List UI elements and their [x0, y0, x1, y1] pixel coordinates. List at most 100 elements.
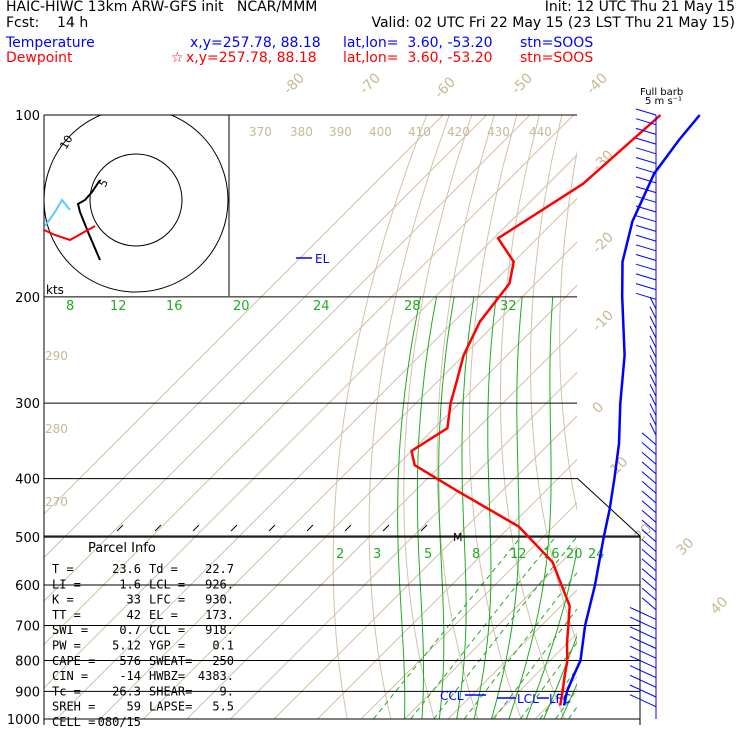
- hodograph-units: kts: [46, 283, 64, 297]
- temperature-legend-latlon: lat,lon= 3.60, -53.20: [343, 35, 493, 51]
- hodograph-trace-black: [76, 179, 101, 261]
- wind-barb: [641, 480, 657, 494]
- parcel-row-label-left: T =: [52, 562, 74, 576]
- isotherm-label: 10: [608, 454, 632, 478]
- moist-adiabat-label: 32: [500, 299, 517, 314]
- mini-barb: [154, 524, 162, 532]
- mixing-ratio-label: 20: [566, 547, 583, 562]
- parcel-row-value-left: 576: [119, 654, 141, 668]
- parcel-row-label-left: TT =: [52, 608, 81, 622]
- parcel-row-label-left: CIN =: [52, 669, 88, 683]
- parcel-row-value-left: 59: [127, 700, 141, 714]
- wind-barb: [649, 393, 657, 407]
- wind-barb: [641, 510, 657, 523]
- wind-barb: [635, 137, 657, 145]
- wind-barb: [641, 461, 657, 475]
- temperature-legend-stn: stn=SOOS: [520, 35, 594, 51]
- wind-barb: [629, 684, 657, 698]
- dry-adiabat: [368, 115, 450, 720]
- header-right: Init: 12 UTC Thu 21 May 15 Valid: 02 UTC…: [371, 0, 735, 31]
- parcel-row-label-right: CCL =: [149, 623, 185, 637]
- wind-barb: [629, 694, 657, 708]
- pressure-tick-label: 200: [15, 291, 40, 306]
- mini-barb: [192, 524, 200, 532]
- moist-adiabat-label: 28: [404, 299, 421, 314]
- mini-barb: [420, 524, 428, 532]
- parcel-row-value-left: 0.7: [119, 623, 141, 637]
- wind-barb: [629, 645, 657, 659]
- temperature-legend-label: Temperature: [6, 35, 95, 51]
- parcel-row-label-right: EL =: [149, 608, 178, 622]
- parcel-row-value-right: 5.5: [212, 700, 234, 714]
- wind-barb: [635, 273, 657, 281]
- isotherm-label: -20: [590, 229, 617, 256]
- dry-adiabat: [500, 115, 566, 720]
- lcl-label: LCL: [517, 692, 539, 706]
- wind-barb: [635, 195, 657, 203]
- temperature-line: [562, 114, 701, 706]
- pressure-tick-label: 900: [15, 685, 40, 700]
- mixing-ratio-line: [463, 571, 577, 720]
- moist-adiabat-label: 24: [313, 299, 330, 314]
- wind-barb: [641, 451, 657, 465]
- moist-adiabat: [491, 296, 523, 720]
- dewpoint-legend-label: Dewpoint: [6, 50, 73, 66]
- parcel-row-label-left: K =: [52, 593, 74, 607]
- parcel-row-value-right: 250: [212, 654, 234, 668]
- parcel-row-label-left: SREH =: [52, 700, 95, 714]
- parcel-row-value-left: 33: [127, 593, 141, 607]
- theta-label: 270: [45, 495, 68, 509]
- isotherm-line: [534, 676, 577, 720]
- melting-level-marker: M: [453, 531, 463, 544]
- wind-barb: [649, 403, 657, 416]
- dry-adiabat: [332, 115, 428, 720]
- isotherm-line: [447, 589, 577, 720]
- wind-barb: [641, 500, 657, 514]
- isotherm-label: -40: [584, 70, 611, 97]
- isotherm-line: [404, 545, 577, 720]
- isotherm-line: [579, 115, 740, 719]
- header-left: HAIC-HIWC 13km ARW-GFS init NCAR/MMM Fcs…: [6, 0, 317, 31]
- parcel-row-value-right: 4383.: [198, 669, 234, 683]
- theta-label: 420: [447, 125, 470, 139]
- theta-label: 390: [329, 125, 352, 139]
- hodograph-trace-red: [44, 225, 96, 242]
- lower-box-frame: [44, 477, 641, 725]
- isotherm-label: 0: [590, 399, 608, 417]
- wind-barb: [629, 665, 657, 679]
- wind-barb: [649, 384, 657, 397]
- wind-barb: [641, 548, 657, 562]
- dry-adiabat: [717, 115, 740, 719]
- wind-barb: [641, 432, 657, 446]
- dry-adiabat: [642, 115, 740, 719]
- dry-adiabat: [468, 115, 522, 720]
- pressure-tick-label: 600: [15, 579, 40, 594]
- wind-barb: [629, 616, 657, 630]
- wind-barb: [641, 597, 657, 611]
- dry-adiabat: [559, 149, 577, 512]
- isotherm-line: [491, 632, 577, 720]
- wind-barb: [635, 108, 657, 116]
- pressure-tick-label: 300: [15, 397, 40, 412]
- isotherm-line: [44, 115, 574, 646]
- isotherm-label: -50: [509, 70, 536, 97]
- moist-adiabat: [560, 682, 577, 720]
- star-icon: ☆: [171, 50, 184, 66]
- dewpoint-line: [410, 114, 662, 706]
- mixing-ratio-label: 8: [472, 547, 480, 562]
- parcel-row-label-left: PW =: [52, 639, 81, 653]
- barb-label-line2: 5 m s⁻¹: [645, 96, 682, 107]
- moist-adiabat-label: 16: [166, 299, 183, 314]
- parcel-row-label-right: LFC =: [149, 593, 185, 607]
- wind-barb: [635, 292, 657, 300]
- wind-barb: [649, 422, 657, 436]
- theta-label: 400: [369, 125, 392, 139]
- wind-barb: [635, 157, 657, 164]
- parcel-row-label-left: Tc =: [52, 684, 81, 698]
- wind-barb: [629, 655, 657, 669]
- barb-label-line1: Full barb: [640, 87, 683, 98]
- dry-adiabat: [668, 115, 740, 719]
- mini-barb: [230, 524, 238, 532]
- wind-barb: [641, 529, 657, 543]
